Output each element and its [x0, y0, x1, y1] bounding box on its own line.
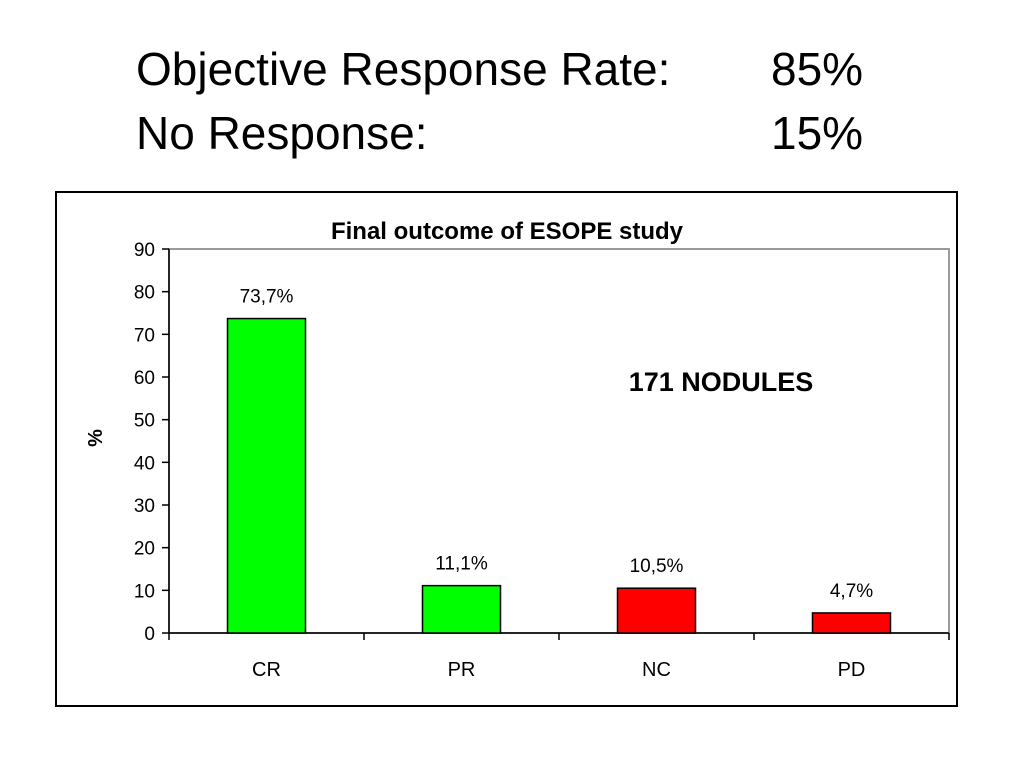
bar-nc [616, 587, 697, 634]
y-tick-label: 10 [134, 581, 155, 602]
chart-title: Final outcome of ESOPE study [331, 218, 684, 245]
bar-pd [811, 612, 892, 634]
x-tick-label-nc: NC [642, 659, 671, 681]
data-label-cr: 73,7% [240, 287, 294, 308]
objective-response-value: 85% [771, 43, 864, 95]
data-label-pd: 4,7% [830, 581, 873, 602]
y-tick-label: 60 [134, 368, 155, 389]
nodules-annotation: 171 NODULES [629, 367, 814, 397]
y-tick-label: 80 [134, 283, 155, 304]
x-tick-label-pd: PD [838, 659, 866, 681]
no-response-value: 15% [771, 107, 864, 159]
y-tick-label: 50 [134, 411, 155, 432]
data-label-pr: 11,1% [435, 554, 488, 575]
y-tick-label: 30 [134, 496, 155, 517]
y-axis-label: % [85, 429, 107, 447]
bar-chart: Final outcome of ESOPE study 171 NODULES… [85, 218, 950, 681]
no-response-label: No Response: [136, 107, 428, 159]
y-tick-label: 90 [134, 240, 155, 261]
y-tick-label: 0 [144, 624, 155, 645]
y-tick-label: 40 [134, 453, 155, 474]
objective-response-label: Objective Response Rate: [136, 43, 671, 95]
bar-cr [226, 317, 307, 634]
data-label-nc: 10,5% [630, 556, 684, 577]
bar-pr [421, 584, 502, 634]
x-tick-label-pr: PR [448, 659, 476, 681]
y-tick-label: 70 [134, 325, 155, 346]
x-tick-label-cr: CR [252, 659, 281, 681]
chart-frame: Final outcome of ESOPE study 171 NODULES… [55, 191, 958, 707]
y-tick-label: 20 [134, 539, 155, 560]
